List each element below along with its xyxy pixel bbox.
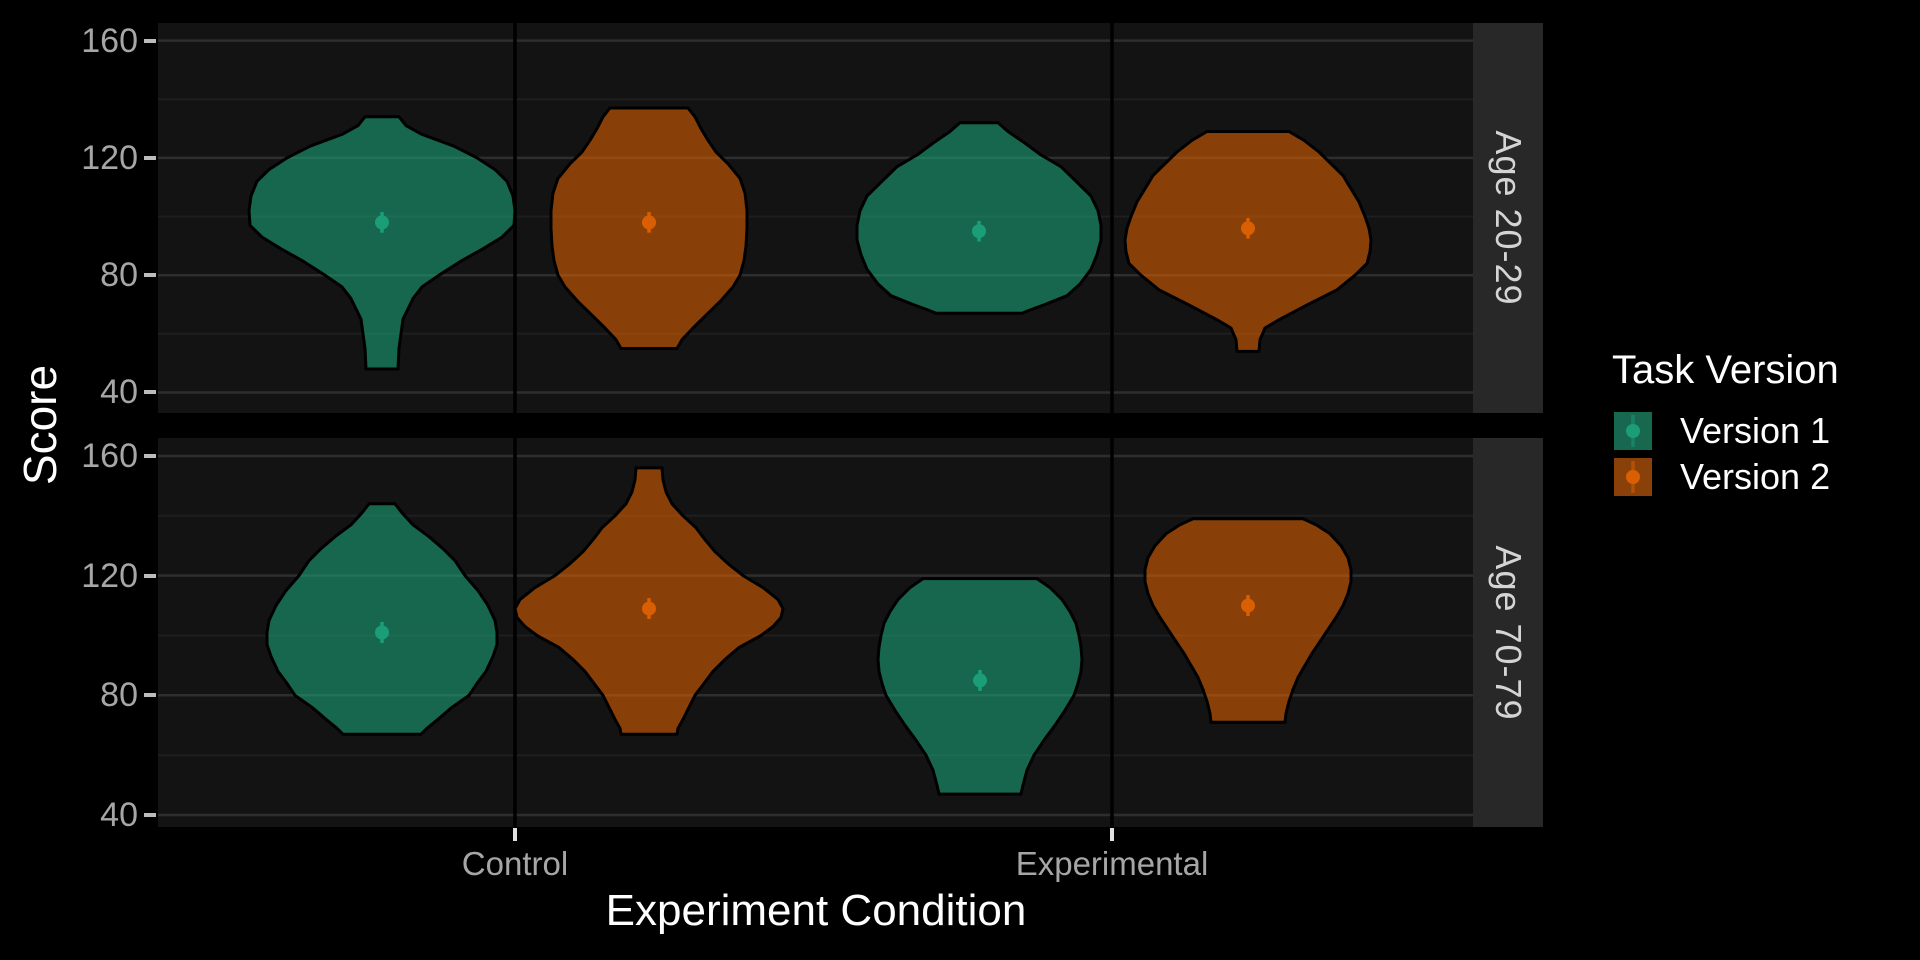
violin-plot-age-70-79 — [158, 438, 1473, 827]
legend-key-label: Version 2 — [1680, 456, 1831, 497]
y-tick-mark — [144, 155, 156, 160]
y-tick-mark — [144, 693, 156, 698]
facet-strip-label: Age 70-79 — [1488, 544, 1529, 721]
legend-key-version-2-swatch — [1612, 456, 1654, 498]
y-tick-label: 160 — [81, 436, 138, 475]
y-tick-mark — [144, 813, 156, 818]
legend-title: Task Version — [1612, 348, 1839, 392]
legend-key-version-2: Version 2 — [1612, 456, 1839, 498]
y-tick-label: 160 — [81, 21, 138, 60]
y-tick-label: 40 — [100, 796, 138, 835]
x-tick-label-experimental: Experimental — [1015, 845, 1209, 882]
violin-plot-age-20-29 — [158, 23, 1473, 413]
y-tick-label: 120 — [81, 556, 138, 595]
y-tick-mark — [144, 453, 156, 458]
y-tick-label: 120 — [81, 138, 138, 177]
facet-strip-age-70-79: Age 70-79 — [1473, 438, 1543, 827]
x-tick-mark — [1110, 828, 1114, 841]
legend-key-version-1-swatch — [1612, 410, 1654, 452]
facet-panel-age-20-29 — [158, 23, 1473, 413]
x-axis-title: Experiment Condition — [605, 886, 1027, 935]
legend: Task Version Version 1 Version 2 — [1612, 348, 1839, 502]
y-tick-mark — [144, 390, 156, 395]
x-tick-label-control: Control — [461, 845, 569, 882]
legend-key-version-1: Version 1 — [1612, 410, 1839, 452]
legend-key-label: Version 1 — [1680, 410, 1831, 451]
facet-strip-age-20-29: Age 20-29 — [1473, 23, 1543, 413]
y-tick-mark — [144, 38, 156, 43]
y-tick-mark — [144, 273, 156, 278]
x-tick-mark — [513, 828, 517, 841]
facet-panel-age-70-79 — [158, 438, 1473, 827]
y-tick-label: 40 — [100, 373, 138, 412]
y-tick-label: 80 — [100, 256, 138, 295]
y-tick-label: 80 — [100, 676, 138, 715]
y-tick-mark — [144, 573, 156, 578]
facet-strip-label: Age 20-29 — [1488, 130, 1529, 306]
